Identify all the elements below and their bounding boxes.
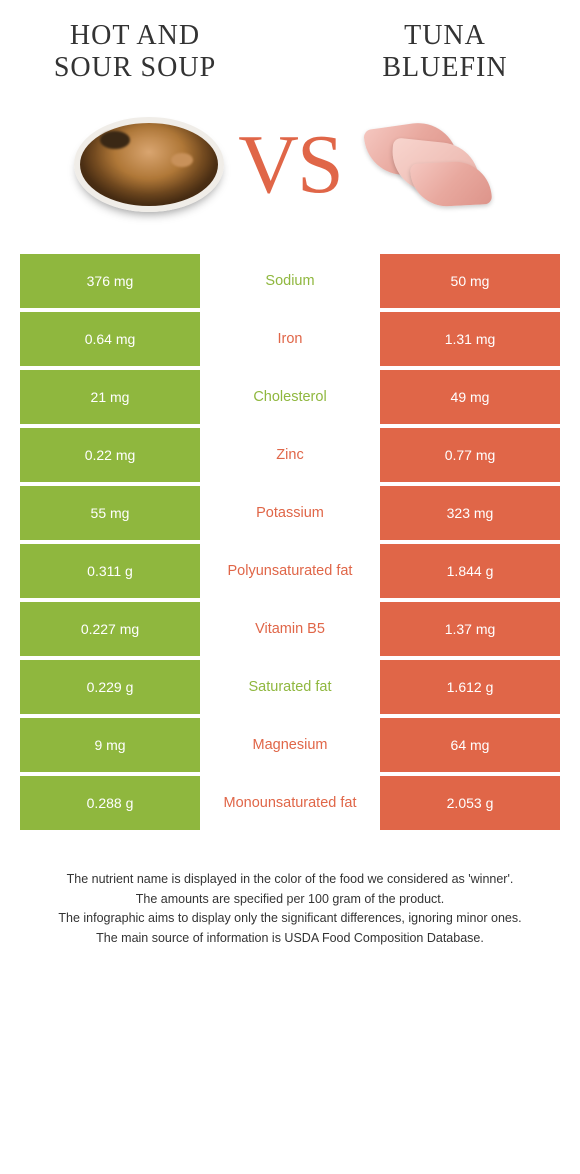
- right-title-line1: Tuna: [404, 20, 486, 51]
- nutrient-label-cell: Saturated fat: [200, 660, 380, 714]
- nutrient-label-cell: Polyunsaturated fat: [200, 544, 380, 598]
- table-row: 0.288 gMonounsaturated fat2.053 g: [20, 776, 560, 830]
- left-value-cell: 0.288 g: [20, 776, 200, 830]
- right-value-cell: 2.053 g: [380, 776, 560, 830]
- table-row: 0.22 mgZinc0.77 mg: [20, 428, 560, 482]
- footer-line-3: The infographic aims to display only the…: [20, 909, 560, 928]
- hero-row: VS: [0, 94, 580, 244]
- left-value-cell: 21 mg: [20, 370, 200, 424]
- left-food-title: Hot and sour soup: [10, 20, 260, 84]
- footer-line-1: The nutrient name is displayed in the co…: [20, 870, 560, 889]
- table-row: 21 mgCholesterol49 mg: [20, 370, 560, 424]
- left-food-image: [71, 104, 226, 224]
- page: Hot and sour soup Tuna Bluefin VS 376 mg…: [0, 0, 580, 948]
- left-value-cell: 55 mg: [20, 486, 200, 540]
- table-row: 0.229 gSaturated fat1.612 g: [20, 660, 560, 714]
- left-value-cell: 0.227 mg: [20, 602, 200, 656]
- tuna-slices-icon: [356, 114, 506, 214]
- nutrient-label-cell: Vitamin B5: [200, 602, 380, 656]
- nutrient-label-cell: Sodium: [200, 254, 380, 308]
- footer-line-4: The main source of information is USDA F…: [20, 929, 560, 948]
- table-row: 0.227 mgVitamin B51.37 mg: [20, 602, 560, 656]
- right-value-cell: 1.31 mg: [380, 312, 560, 366]
- right-value-cell: 64 mg: [380, 718, 560, 772]
- table-row: 55 mgPotassium323 mg: [20, 486, 560, 540]
- nutrient-label-cell: Zinc: [200, 428, 380, 482]
- table-row: 376 mgSodium50 mg: [20, 254, 560, 308]
- right-value-cell: 49 mg: [380, 370, 560, 424]
- left-value-cell: 9 mg: [20, 718, 200, 772]
- right-value-cell: 1.37 mg: [380, 602, 560, 656]
- soup-bowl-icon: [74, 117, 224, 212]
- table-row: 0.64 mgIron1.31 mg: [20, 312, 560, 366]
- left-title-line2: sour soup: [54, 52, 216, 83]
- header: Hot and sour soup Tuna Bluefin: [0, 0, 580, 94]
- nutrient-table: 376 mgSodium50 mg0.64 mgIron1.31 mg21 mg…: [20, 254, 560, 830]
- vs-label: VS: [238, 116, 341, 213]
- right-food-image: [354, 104, 509, 224]
- right-value-cell: 1.612 g: [380, 660, 560, 714]
- nutrient-label-cell: Iron: [200, 312, 380, 366]
- left-value-cell: 0.311 g: [20, 544, 200, 598]
- right-value-cell: 50 mg: [380, 254, 560, 308]
- footer-line-2: The amounts are specified per 100 gram o…: [20, 890, 560, 909]
- footer-notes: The nutrient name is displayed in the co…: [20, 870, 560, 948]
- left-value-cell: 0.22 mg: [20, 428, 200, 482]
- left-value-cell: 0.64 mg: [20, 312, 200, 366]
- nutrient-label-cell: Cholesterol: [200, 370, 380, 424]
- nutrient-label-cell: Potassium: [200, 486, 380, 540]
- right-value-cell: 0.77 mg: [380, 428, 560, 482]
- nutrient-label-cell: Magnesium: [200, 718, 380, 772]
- right-value-cell: 1.844 g: [380, 544, 560, 598]
- right-title-line2: Bluefin: [382, 52, 507, 83]
- nutrient-label-cell: Monounsaturated fat: [200, 776, 380, 830]
- left-value-cell: 376 mg: [20, 254, 200, 308]
- table-row: 9 mgMagnesium64 mg: [20, 718, 560, 772]
- right-food-title: Tuna Bluefin: [320, 20, 570, 84]
- right-value-cell: 323 mg: [380, 486, 560, 540]
- left-value-cell: 0.229 g: [20, 660, 200, 714]
- left-title-line1: Hot and: [70, 20, 200, 51]
- table-row: 0.311 gPolyunsaturated fat1.844 g: [20, 544, 560, 598]
